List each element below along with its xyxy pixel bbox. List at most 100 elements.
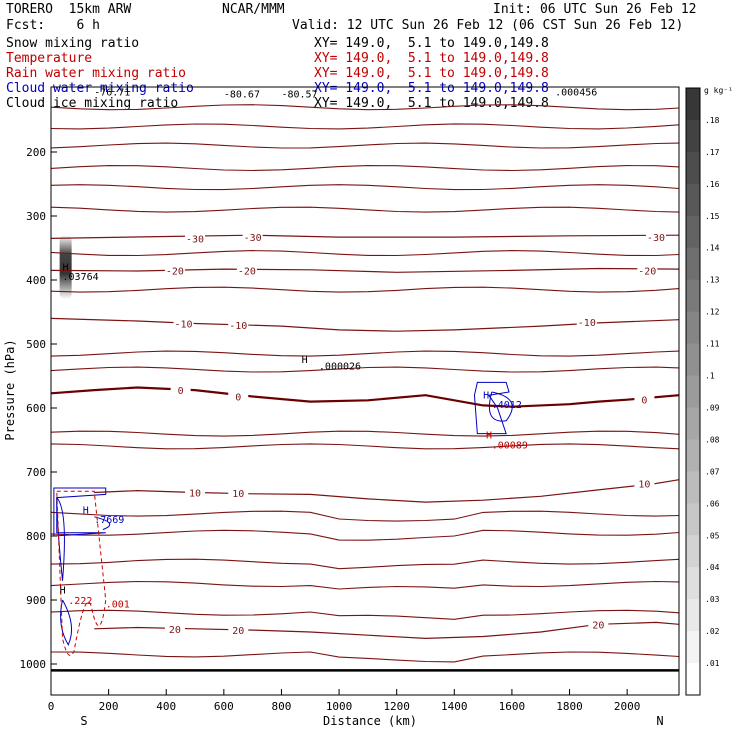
isotherm-label: 10 (638, 480, 650, 491)
value-annotation: .001 (106, 600, 130, 611)
colorbar-cell (686, 119, 700, 153)
isotherm-line (50, 206, 680, 213)
x-tick-label: 400 (156, 700, 176, 713)
colorbar-frame (685, 87, 701, 696)
value-annotation: .00089 (492, 440, 528, 451)
isotherm-line (50, 580, 680, 590)
cloud-water-contour-low-box (53, 487, 107, 537)
x-end-left: S (80, 714, 87, 728)
colorbar-cell (686, 663, 700, 696)
isotherm-line (50, 529, 680, 541)
isotherm-label: -30 (186, 234, 204, 245)
y-tick-label: 1000 (20, 658, 47, 671)
center-title: NCAR/MMM (222, 2, 285, 17)
colorbar-cell (686, 247, 700, 281)
isotherm-line (50, 123, 680, 130)
init-time: Init: 06 UTC Sun 26 Feb 12 (493, 2, 697, 17)
isotherm-line (50, 366, 680, 373)
isotherm-label-bg (588, 618, 609, 631)
isotherm-label-bg (645, 231, 666, 244)
colorbar-cell (686, 407, 700, 440)
y-tick-label: 500 (26, 338, 46, 351)
value-annotation: .03764 (63, 272, 99, 283)
colorbar-cell (686, 503, 700, 536)
legend-snow: Snow mixing ratio (6, 36, 140, 51)
value-annotation: .7669 (94, 515, 124, 526)
value-annotation: -76.71 (94, 88, 130, 99)
isotherm-label-bg (228, 390, 249, 403)
legend-rain-xy: XY= 149.0, 5.1 to 149.0,149.8 (314, 66, 549, 81)
isotherm-label-bg (185, 486, 206, 499)
isotherm-label-bg (634, 477, 655, 490)
isotherm-label: 0 (178, 386, 184, 397)
isotherm-label: -30 (647, 233, 665, 244)
x-end-right: N (656, 714, 663, 728)
colorbar-tick-label: .01 (705, 659, 720, 668)
isotherm-0 (50, 386, 680, 408)
x-axis-label: Distance (km) (323, 714, 417, 728)
colorbar-cell (686, 151, 700, 185)
isotherm-label-bg (185, 232, 206, 245)
isotherm-label-bg (228, 624, 249, 637)
isotherm-label: 20 (232, 626, 244, 637)
forecast-hour: Fcst: 6 h (6, 18, 100, 33)
colorbar-tick-label: .03 (705, 595, 720, 604)
colorbar-cell (686, 183, 700, 217)
colorbar-cell (686, 279, 700, 313)
isotherm-label: 20 (592, 620, 604, 631)
isotherm-line (50, 286, 680, 293)
plot-frame (50, 86, 680, 696)
isotherm-label: 20 (169, 625, 181, 636)
maximum-marker: H (60, 586, 66, 597)
colorbar-tick-label: .15 (705, 212, 720, 221)
x-tick-label: 200 (99, 700, 119, 713)
isotherm--10 (50, 317, 680, 332)
isotherm-line (50, 184, 680, 191)
colorbar-cell (686, 599, 700, 632)
isotherm-line (50, 165, 680, 172)
isotherm-label: -20 (238, 266, 256, 277)
isotherm-label: -10 (229, 321, 247, 332)
isotherm-line (50, 651, 680, 663)
isotherm-label-bg (242, 231, 263, 244)
legend-temperature: Temperature (6, 51, 93, 66)
isotherm-label: -30 (244, 233, 262, 244)
value-annotation: .4012 (492, 400, 522, 411)
y-tick-label: 700 (26, 466, 46, 479)
y-axis-label: Pressure (hPa) (3, 339, 17, 440)
isotherm-label-bg (576, 316, 597, 329)
value-annotation: .000026 (319, 362, 361, 373)
colorbar-tick-label: .1 (705, 372, 715, 381)
colorbar-cell (686, 375, 700, 408)
colorbar-cell (686, 215, 700, 249)
colorbar-unit: g kg⁻¹ (704, 86, 733, 95)
snow-shading (59, 235, 72, 300)
colorbar-tick-label: .04 (705, 563, 720, 572)
colorbar-tick-label: .11 (705, 340, 720, 349)
valid-time: Valid: 12 UTC Sun 26 Feb 12 (06 CST Sun … (292, 18, 684, 33)
y-tick-label: 800 (26, 530, 46, 543)
colorbar-tick-label: .16 (705, 180, 720, 189)
y-tick-label: 400 (26, 274, 46, 287)
colorbar-cell (686, 311, 700, 345)
colorbar-tick-label: .05 (705, 531, 720, 540)
y-tick-label: 200 (26, 146, 46, 159)
value-annotation: .222 (68, 596, 92, 607)
isotherm-label-bg (170, 384, 191, 397)
model-title: TORERO 15km ARW (6, 2, 132, 17)
isotherm-line (50, 609, 680, 620)
cloud-water-contour-inner (488, 391, 513, 422)
isotherm-label-bg (173, 317, 194, 330)
isotherm--30 (50, 234, 680, 239)
colorbar-tick-label: .17 (705, 148, 720, 157)
colorbar-cell (686, 471, 700, 504)
y-tick-label: 300 (26, 210, 46, 223)
value-annotation: .000456 (555, 88, 597, 99)
isotherm-label-bg (164, 622, 185, 635)
isotherm-label-bg (228, 318, 249, 331)
colorbar-cell (686, 631, 700, 664)
colorbar-cell (686, 535, 700, 568)
colorbar-tick-label: .12 (705, 308, 720, 317)
isotherm-label: 10 (232, 489, 244, 500)
